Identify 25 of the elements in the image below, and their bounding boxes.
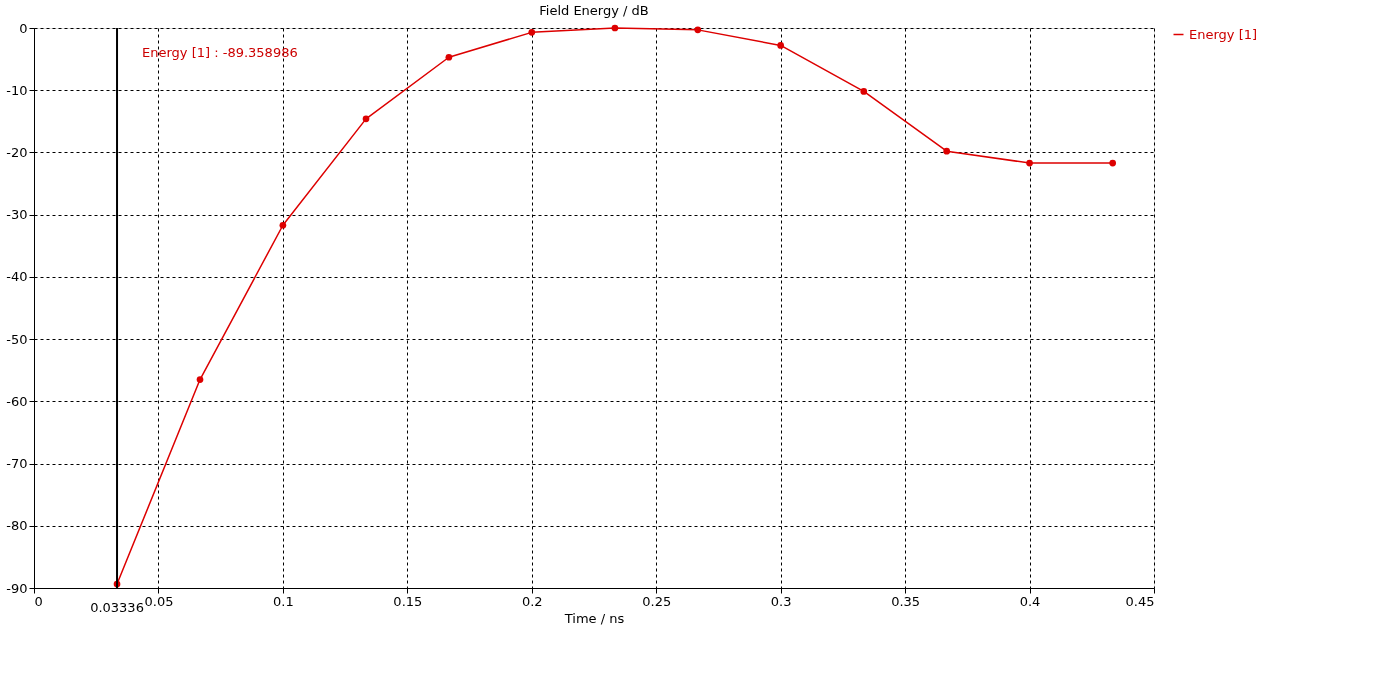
legend-label: Energy [1] bbox=[1189, 26, 1258, 42]
y-tick-label: -70 bbox=[6, 456, 28, 472]
x-tick-label: 0.25 bbox=[642, 593, 672, 609]
y-tick-label: -80 bbox=[6, 518, 28, 534]
y-tick-label: -20 bbox=[6, 144, 28, 160]
x-axis-title: Time / ns bbox=[563, 610, 625, 626]
y-tick-label: -10 bbox=[6, 82, 28, 98]
y-tick-label: -40 bbox=[6, 269, 28, 285]
chart-title: Field Energy / dB bbox=[539, 3, 649, 18]
y-tick-label: -30 bbox=[6, 207, 28, 223]
annotation: Energy [1] : -89.358986 bbox=[142, 45, 298, 60]
x-tick-label: 0.3 bbox=[770, 593, 792, 609]
x-tick-label: 0.4 bbox=[1019, 593, 1041, 609]
x-tick-label: 0.35 bbox=[891, 593, 921, 609]
x-tick-label: 0 bbox=[34, 593, 43, 609]
x-tick-label: 0.45 bbox=[1125, 593, 1155, 609]
x-tick-label: 0.15 bbox=[393, 593, 423, 609]
y-tick-label: -90 bbox=[6, 580, 28, 596]
x-tick-label: 0.1 bbox=[273, 593, 294, 609]
ref-line-label: 0.03336 bbox=[90, 600, 144, 615]
x-tick-label: 0.05 bbox=[144, 593, 174, 609]
y-tick-label: -60 bbox=[6, 393, 28, 409]
y-tick-label: 0 bbox=[19, 20, 28, 36]
y-tick-label: -50 bbox=[6, 331, 28, 347]
x-tick-label: 0.2 bbox=[521, 593, 543, 609]
